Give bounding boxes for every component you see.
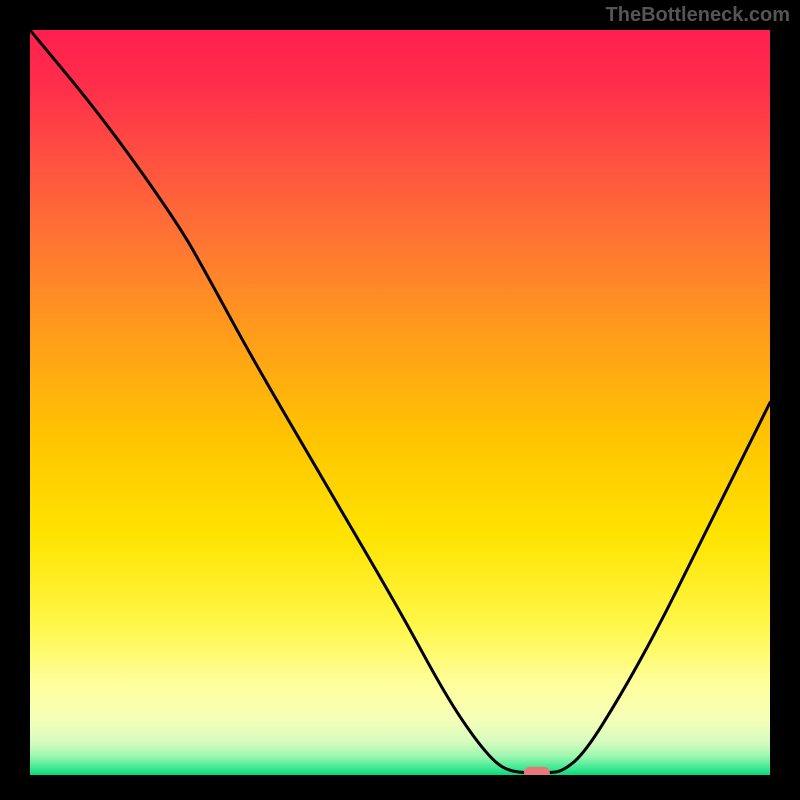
optimal-marker [524,767,550,775]
watermark-text: TheBottleneck.com [606,4,790,27]
chart-svg [30,30,770,775]
plot-area [30,30,770,775]
gradient-background [30,30,770,775]
chart-container: TheBottleneck.com [0,0,800,800]
